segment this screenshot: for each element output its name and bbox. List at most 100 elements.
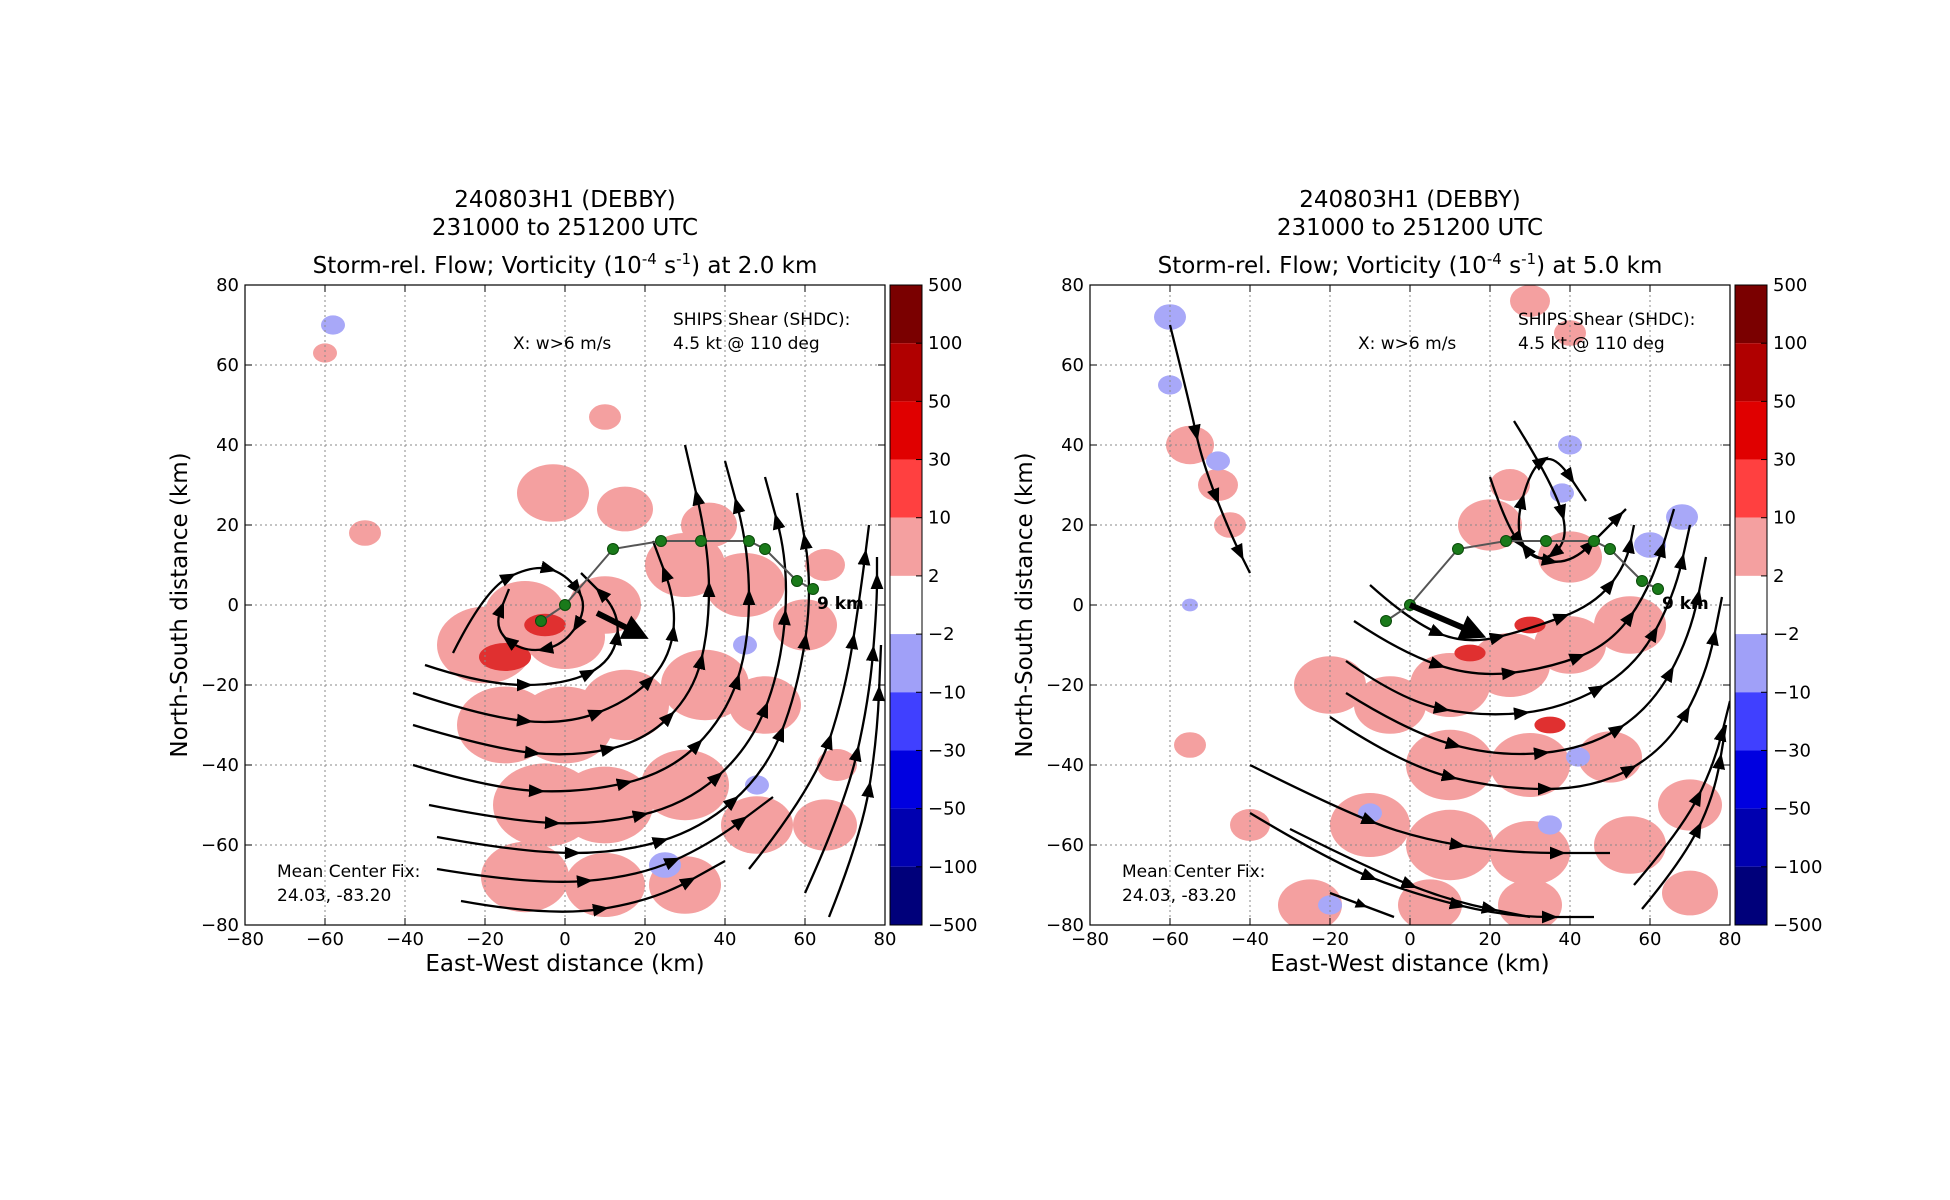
shear-vector-shaft xyxy=(595,610,631,632)
colorbar-segment-1 xyxy=(890,343,922,402)
plot-content xyxy=(1090,285,1730,925)
y-tick-label-3: −20 xyxy=(201,675,239,696)
vorticity-positive-patch-16 xyxy=(481,841,569,913)
top-level-label: 9 km xyxy=(1662,594,1709,614)
streamline-arrow-7 xyxy=(1540,784,1552,794)
center-track-point-8 xyxy=(807,583,819,595)
vorticity-positive-patch-21 xyxy=(1498,879,1562,925)
vorticity-strong-patch-0 xyxy=(1454,644,1486,662)
y-tick-label-7: 60 xyxy=(1061,355,1084,376)
colorbar-tick-label-9: −50 xyxy=(928,799,966,820)
x-tick-label-7: 60 xyxy=(794,929,817,950)
title-exp-2: -1 xyxy=(1521,250,1536,268)
center-track-point-2 xyxy=(1452,543,1464,555)
vorticity-positive-patch-25 xyxy=(349,520,381,546)
colorbar-segment-10 xyxy=(890,866,922,925)
vorticity-positive-patch-6 xyxy=(1354,676,1426,734)
colorbar-frame xyxy=(1734,284,1768,926)
colorbar-segment-2 xyxy=(1735,401,1767,460)
title-line-1: 240803H1 (DEBBY) xyxy=(1299,187,1521,213)
vorticity-positive-patch-21 xyxy=(517,464,589,522)
streamline-arrow-11 xyxy=(1354,898,1368,908)
x-tick-label-5: 20 xyxy=(634,929,657,950)
y-tick-label-4: 0 xyxy=(228,595,239,616)
top-level-label: 9 km xyxy=(817,594,864,614)
y-tick-label-5: 20 xyxy=(216,515,239,536)
center-track-point-6 xyxy=(1604,543,1616,555)
x-tick-label-3: −20 xyxy=(466,929,504,950)
colorbar-tick-label-8: −30 xyxy=(928,740,966,761)
streamline-arrow-10 xyxy=(1402,878,1416,888)
streamline-7 xyxy=(436,796,774,889)
streamline-arrow-10 xyxy=(850,747,861,760)
title-suffix: ) at 2.0 km xyxy=(691,253,817,279)
vorticity-positive-patch-3 xyxy=(1510,285,1550,317)
colorbar-tick-label-4: 10 xyxy=(1773,508,1796,529)
vorticity-positive-patch-14 xyxy=(641,749,729,821)
vorticity-positive-patch-19 xyxy=(793,799,857,851)
y-axis-label: North-South distance (km) xyxy=(167,452,193,757)
colorbar-tick-label-11: −500 xyxy=(928,915,977,936)
plot-content xyxy=(245,285,885,925)
center-fix-label: Mean Center Fix: xyxy=(1122,862,1265,882)
shear-vector-head xyxy=(1457,615,1487,640)
y-tick-label-8: 80 xyxy=(1061,275,1084,296)
center-fix-value: 24.03, -83.20 xyxy=(1122,886,1236,906)
colorbar-segment-2 xyxy=(890,401,922,460)
center-track-point-7 xyxy=(791,575,803,587)
x-tick-label-3: −20 xyxy=(1311,929,1349,950)
colorbar-segment-7 xyxy=(890,692,922,751)
x-tick-label-6: 40 xyxy=(714,929,737,950)
x-tick-label-5: 20 xyxy=(1479,929,1502,950)
y-tick-label-5: 20 xyxy=(1061,515,1084,536)
vorticity-positive-patch-13 xyxy=(557,766,653,844)
vorticity-negative-patch-2 xyxy=(1206,451,1230,471)
center-track-point-3 xyxy=(1500,535,1512,547)
colorbar-tick-label-5: 2 xyxy=(1773,566,1784,587)
x-tick-label-1: −60 xyxy=(306,929,344,950)
colorbar-tick-label-4: 10 xyxy=(928,508,951,529)
colorbar-segment-6 xyxy=(890,634,922,693)
x-tick-label-2: −40 xyxy=(386,929,424,950)
x-tick-label-8: 80 xyxy=(1719,929,1742,950)
vorticity-positive-patch-23 xyxy=(1174,732,1206,758)
colorbar-tick-label-10: −100 xyxy=(1773,857,1822,878)
colorbar-segment-4 xyxy=(890,517,922,576)
streamline-0 xyxy=(1168,324,1252,574)
title-prefix: Storm-rel. Flow; Vorticity (10 xyxy=(1158,253,1487,279)
title-suffix: ) at 5.0 km xyxy=(1536,253,1662,279)
colorbar-tick-label-7: −10 xyxy=(1773,682,1811,703)
streamline-8 xyxy=(1249,763,1610,860)
y-tick-label-0: −80 xyxy=(1046,915,1084,936)
colorbar-tick-label-6: −2 xyxy=(928,624,955,645)
colorbar-tick-label-6: −2 xyxy=(1773,624,1800,645)
colorbar-tick-label-3: 30 xyxy=(928,450,951,471)
x-tick-label-4: 0 xyxy=(559,929,570,950)
vorticity-negative-patch-0 xyxy=(321,315,345,335)
colorbar-tick-label-1: 100 xyxy=(1773,333,1807,354)
colorbar-segment-3 xyxy=(890,459,922,518)
colorbar-segment-5 xyxy=(890,575,922,635)
colorbar-tick-label-1: 100 xyxy=(928,333,962,354)
title-prefix: Storm-rel. Flow; Vorticity (10 xyxy=(313,253,642,279)
title-line-3: Storm-rel. Flow; Vorticity (10-4 s-1) at… xyxy=(313,250,818,279)
x-axis-label: East-West distance (km) xyxy=(425,951,704,977)
colorbar-segment-1 xyxy=(1735,343,1767,402)
vorticity-positive-patch-4 xyxy=(1554,320,1586,346)
shear-label: SHIPS Shear (SHDC): xyxy=(1518,310,1695,330)
colorbar-segment-0 xyxy=(1735,285,1767,344)
streamline-arrow-6 xyxy=(725,797,738,809)
streamline-arrow-8 xyxy=(594,904,607,915)
panel-5km: −80 −60 −40 −20 0 20 40 60 80 −80 −60 −40 −20 0 20 40 60… xyxy=(1012,187,1822,977)
y-tick-label-3: −20 xyxy=(1046,675,1084,696)
w-note: X: w>6 m/s xyxy=(513,334,611,354)
colorbar-tick-label-8: −30 xyxy=(1773,740,1811,761)
y-tick-label-1: −60 xyxy=(201,835,239,856)
x-tick-label-6: 40 xyxy=(1559,929,1582,950)
colorbar-tick-label-0: 500 xyxy=(928,275,962,296)
title-mid: s xyxy=(657,253,676,279)
streamline-arrow-8 xyxy=(1362,814,1376,824)
streamline-arrow-11 xyxy=(863,783,873,796)
colorbar-segment-9 xyxy=(1735,808,1767,867)
